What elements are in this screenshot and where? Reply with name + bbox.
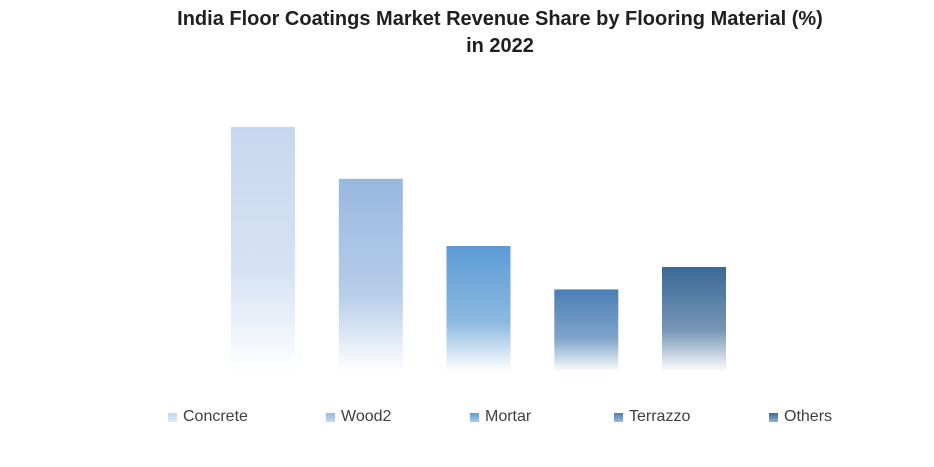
legend-item-mortar: Mortar: [470, 408, 531, 426]
legend-item-wood2: Wood2: [326, 408, 391, 426]
legend-swatch-wood2: [326, 412, 335, 422]
chart-title-line-2: in 2022: [466, 35, 534, 57]
legend-label-concrete: Concrete: [183, 408, 248, 425]
legend-label-others: Others: [784, 408, 833, 425]
legend-swatch-terrazzo: [614, 412, 623, 422]
legend-label-terrazzo: Terrazzo: [629, 408, 691, 425]
bar-terrazzo: [554, 289, 619, 372]
legend-label-wood2: Wood2: [341, 408, 392, 425]
bar-mortar: [446, 246, 511, 372]
chart-title: India Floor Coatings Market Revenue Shar…: [0, 6, 934, 60]
chart-title-line-1: India Floor Coatings Market Revenue Shar…: [177, 8, 823, 30]
bar-wood2: [338, 178, 403, 372]
bar-concrete: [231, 127, 295, 372]
legend-label-mortar: Mortar: [485, 408, 532, 425]
chart-legend: Concrete Wood2 Mortar Terrazzo Others: [0, 408, 934, 432]
legend-swatch-others: [769, 412, 778, 422]
bars-group: [231, 127, 726, 372]
bar-others: [662, 267, 726, 372]
legend-swatch-concrete: [168, 412, 177, 422]
legend-item-others: Others: [769, 408, 832, 426]
legend-swatch-mortar: [470, 412, 479, 422]
legend-item-concrete: Concrete: [168, 408, 248, 426]
bar-chart: [231, 127, 726, 372]
legend-item-terrazzo: Terrazzo: [614, 408, 690, 426]
